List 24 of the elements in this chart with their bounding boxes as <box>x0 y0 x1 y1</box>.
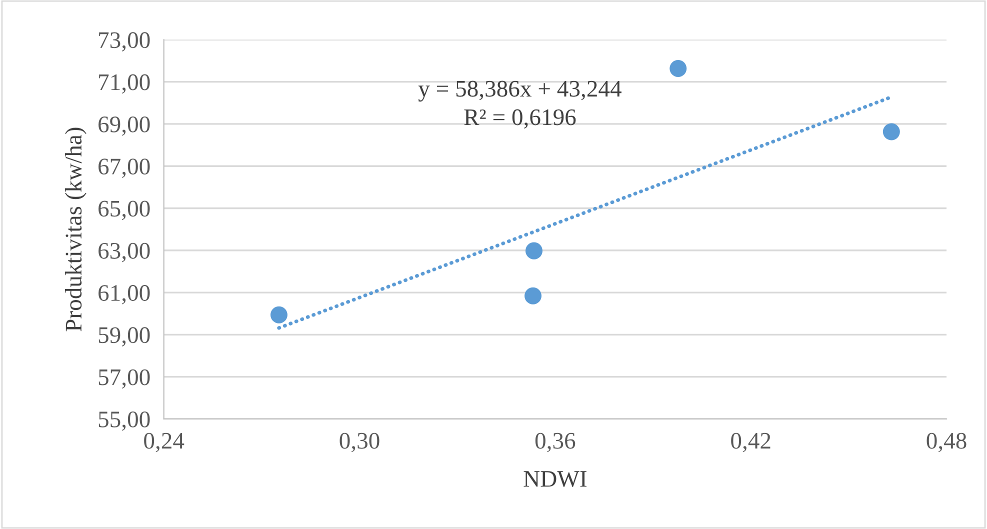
point <box>882 123 900 140</box>
y-tick-label: 71,00 <box>99 74 150 94</box>
point <box>525 242 542 260</box>
y-tick-label: 65,00 <box>98 200 150 220</box>
y-tick-label: 59,00 <box>98 327 150 347</box>
x-tick-label: 0,36 <box>535 432 576 452</box>
point <box>270 306 288 324</box>
annotation: R² = 0,6196 <box>464 109 576 129</box>
point <box>524 287 542 304</box>
x-tick-label: 0,48 <box>926 432 966 452</box>
y-tick-label: 67,00 <box>98 158 150 178</box>
y-tick-label: 63,00 <box>98 242 150 262</box>
x-tick-label: 0,30 <box>340 432 380 452</box>
y-tick-label: 73,00 <box>99 32 150 52</box>
annotation: y = 58,386x + 43,244 <box>418 80 622 102</box>
point <box>670 60 687 78</box>
y-tick-label: 69,00 <box>98 116 150 136</box>
y-tick-label: 61,00 <box>98 285 150 304</box>
x-tick-label: 0,42 <box>731 432 770 452</box>
y-tick-label: 55,00 <box>98 411 150 431</box>
x-tick-label: 0,24 <box>144 432 184 452</box>
y-axis-title: Produktivitas (kw/ha) <box>65 128 86 332</box>
x-axis-title: NDWI <box>524 471 586 487</box>
y-tick-label: 57,00 <box>98 369 150 389</box>
